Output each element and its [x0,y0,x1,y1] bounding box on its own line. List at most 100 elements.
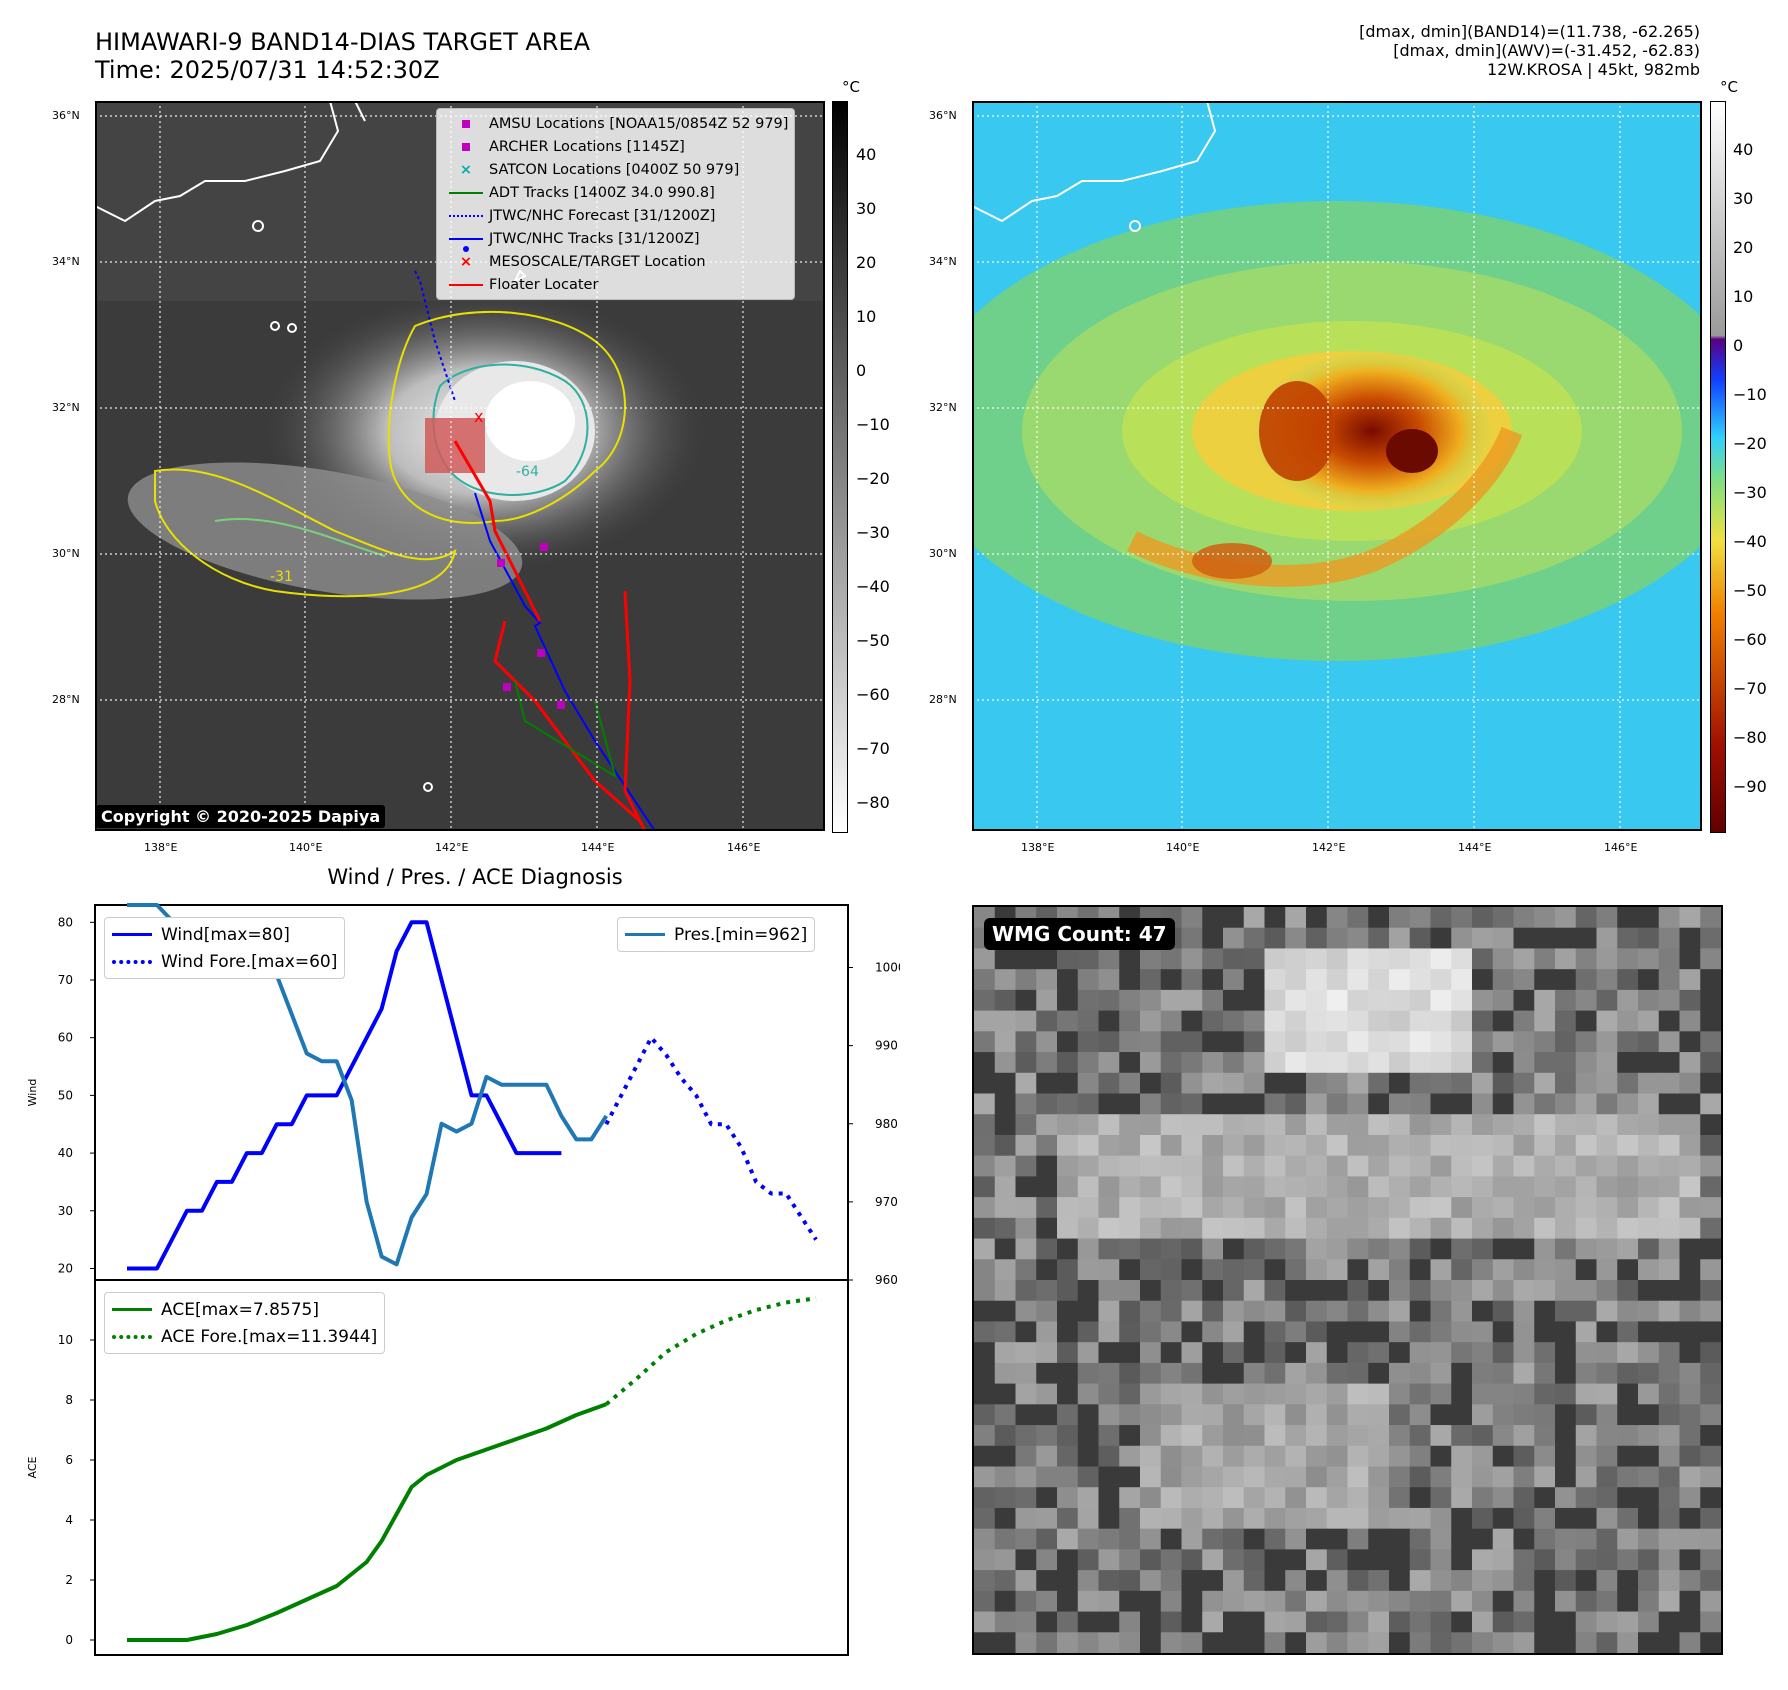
wmg-pixel [1160,1321,1183,1343]
ace-ytick-label: 2 [65,1573,73,1587]
wmg-pixel [1534,1528,1556,1550]
wmg-pixel [1555,1425,1577,1447]
wmg-pixel [1492,1425,1515,1447]
wmg-pixel [1513,1134,1535,1157]
wmg-pixel [1077,1010,1100,1032]
ir-map-panel: x -64 -31 AMSU Locations [NOAA15/0854Z 5… [95,101,825,831]
color-map-image [972,101,1702,831]
wmg-pixel [1700,1197,1721,1219]
wmg-pixel [974,1404,996,1426]
wmg-pixel [1658,1114,1681,1136]
legend-wind-fore: Wind Fore.[max=60] [112,948,337,975]
wmg-pixel [1513,1072,1535,1095]
wmg-pixel [1430,1052,1452,1074]
wmg-pixel [1409,1176,1432,1198]
wmg-pixel [1119,969,1141,991]
wmg-pixel [1430,1549,1452,1571]
wmg-pixel [1368,1590,1390,1613]
copyright-badge: Copyright © 2020-2025 Dapiya [96,805,386,828]
wmg-pixel [1181,969,1203,991]
wmg-pixel [1347,989,1369,1012]
wmg-pixel [1596,1466,1618,1488]
wmg-pixel [1638,1238,1660,1260]
wmg-pixel [1492,927,1515,950]
wmg-pixel [1368,948,1390,970]
wmg-pixel [1077,1570,1100,1592]
wmg-pixel [1202,1404,1224,1426]
wmg-pixel [1700,1445,1721,1468]
wmg-pixel [1057,1466,1079,1488]
wmg-pixel [1596,1238,1618,1260]
wmg-pixel [1119,1300,1141,1323]
wmg-pixel [1347,927,1369,950]
wmg-pixel [1617,989,1639,1012]
wmg-pixel [1098,1362,1120,1385]
wmg-pixel [1285,1570,1307,1592]
wmg-pixel [1347,1528,1369,1550]
wmg-pixel [1409,1052,1432,1074]
wmg-pixel [1617,1010,1639,1032]
wmg-pixel [974,1300,996,1323]
wmg-pixel [1617,1632,1639,1653]
wmg-pixel [1326,1217,1349,1240]
wmg-pixel [1555,948,1577,970]
wmg-pixel [1036,1010,1058,1032]
wmg-pixel [1223,1507,1245,1530]
wmg-pixel [1160,1197,1183,1219]
wmg-pixel [1679,1383,1701,1405]
wmg-pixel [1409,1134,1432,1157]
wmg-pixel [1596,1611,1618,1633]
wmg-pixel [1077,969,1100,991]
wmg-pixel [1409,1425,1432,1447]
wmg-pixel [1534,989,1556,1012]
wmg-pixel [1617,1238,1639,1260]
wmg-pixel [1181,1300,1203,1323]
wmg-pixel [1098,1342,1120,1364]
wmg-pixel [1492,1134,1515,1157]
wmg-pixel [1700,1052,1721,1074]
wmg-pixel [1264,969,1286,991]
wmg-pixel [1472,1383,1494,1405]
wmg-pixel [1098,1093,1120,1115]
wmg-pixel [1700,1155,1721,1177]
wmg-pixel [1596,1093,1618,1115]
wmg-pixel [1223,1217,1245,1240]
wmg-pixel [1243,1362,1266,1385]
wmg-pixel [1223,1611,1245,1633]
wmg-pixel [1368,1507,1390,1530]
wmg-pixel [1555,969,1577,991]
wmg-pixel [1575,1342,1598,1364]
wmg-pixel [1389,1300,1411,1323]
figure-title-line1: HIMAWARI-9 BAND14-DIAS TARGET AREA [95,28,591,56]
lat-tick: 28°N [929,693,957,706]
wmg-pixel [1326,948,1349,970]
wmg-pixel [1036,1259,1058,1281]
wmg-pixel [1077,1590,1100,1613]
wmg-pixel [1472,1590,1494,1613]
wmg-pixel [1679,1362,1701,1385]
wmg-pixel [1036,1383,1058,1405]
wmg-pixel [1140,1570,1162,1592]
wmg-pixel [1658,1549,1681,1571]
wmg-pixel [1658,907,1681,929]
wmg-pixel [1368,1404,1390,1426]
wmg-pixel [1617,1052,1639,1074]
wmg-pixel [1555,1114,1577,1136]
wmg-pixel [1617,1280,1639,1302]
wmg-pixel [1389,948,1411,970]
wmg-pixel [994,1031,1017,1053]
lat-tick: 36°N [929,109,957,122]
wmg-pixel [1140,1549,1162,1571]
wmg-pixel [1306,1590,1328,1613]
wmg-pixel [994,1507,1017,1530]
wmg-pixel [1285,1549,1307,1571]
wmg-pixel [1306,907,1328,929]
wmg-pixel [1409,1155,1432,1177]
wmg-pixel [1700,1362,1721,1385]
wmg-pixel [1264,1425,1286,1447]
wmg-pixel [1575,1487,1598,1509]
colorbar-tick: 40 [1733,140,1754,159]
wmg-pixel [1430,969,1452,991]
wmg-pixel [1202,1114,1224,1136]
wmg-pixel [1160,1093,1183,1115]
